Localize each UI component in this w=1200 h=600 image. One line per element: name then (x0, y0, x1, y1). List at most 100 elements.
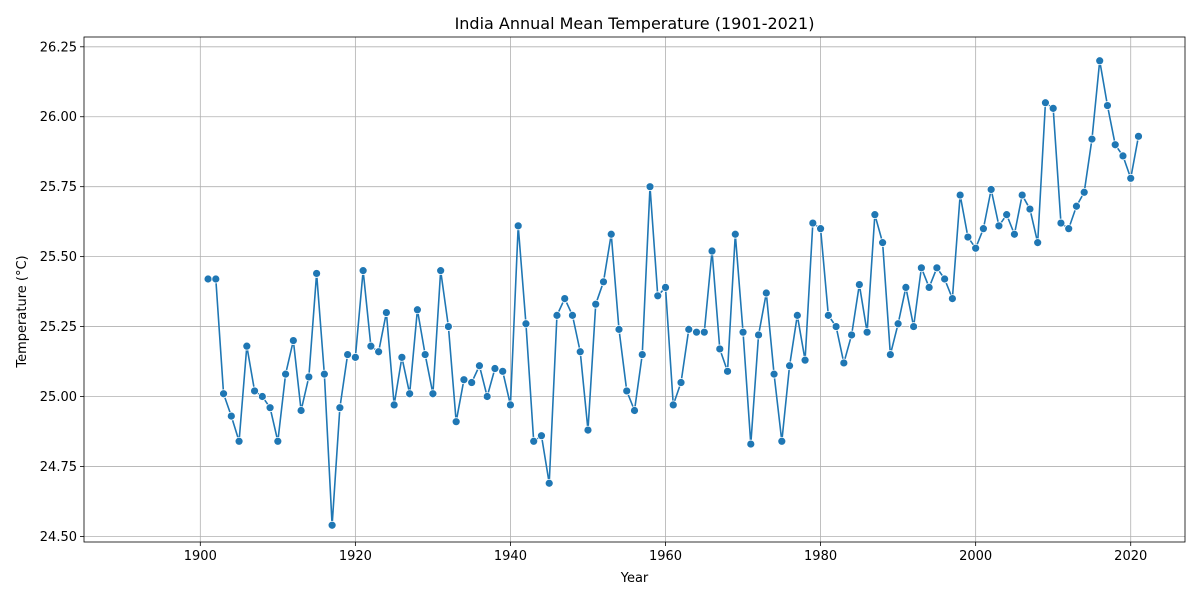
plot-frame (83, 36, 1186, 543)
data-point (1017, 190, 1027, 200)
data-point (761, 288, 771, 298)
data-point (288, 336, 298, 345)
data-point (637, 350, 647, 359)
data-point (490, 364, 500, 373)
data-point (955, 190, 965, 200)
y-tick-label: 26.25 (40, 40, 77, 55)
data-point (777, 436, 787, 446)
data-point (699, 327, 709, 337)
x-axis-title: Year (620, 571, 649, 586)
data-point (1056, 218, 1066, 228)
data-point (575, 347, 585, 357)
data-point (358, 266, 368, 276)
data-point (870, 210, 880, 220)
data-point (312, 269, 322, 278)
data-point (1118, 151, 1128, 161)
data-point (475, 361, 484, 371)
data-point (397, 352, 407, 362)
data-point (878, 238, 888, 248)
data-point (1072, 201, 1081, 211)
y-tick-label: 25.00 (40, 390, 77, 405)
data-point (521, 319, 531, 329)
data-point (420, 350, 430, 359)
data-point (1095, 56, 1105, 66)
data-point (405, 389, 415, 399)
data-point (940, 274, 950, 284)
data-point (808, 218, 818, 228)
data-point (831, 322, 841, 331)
data-point (707, 246, 717, 256)
y-tick-label: 24.75 (40, 460, 77, 475)
data-point (1103, 101, 1112, 110)
x-tick-label: 1920 (339, 549, 372, 564)
data-point (823, 310, 833, 320)
series-temperature (203, 56, 1143, 530)
data-point (839, 358, 849, 368)
x-axis: 1900 1920 1940 1960 1980 2000 2020 (184, 542, 1147, 564)
data-point (979, 224, 988, 234)
data-point (614, 324, 624, 334)
data-point (986, 185, 996, 194)
data-point (947, 294, 957, 303)
data-point (451, 417, 461, 427)
data-point (296, 406, 306, 415)
data-point (746, 439, 756, 449)
data-point (242, 341, 252, 351)
data-point (389, 400, 399, 410)
data-point (234, 436, 244, 446)
data-point (219, 389, 228, 399)
data-point (1048, 103, 1058, 113)
data-point (909, 322, 919, 331)
data-point (1025, 204, 1035, 214)
x-tick-label: 1960 (649, 549, 682, 564)
data-point (211, 274, 221, 284)
data-point (506, 400, 515, 410)
data-point (319, 369, 329, 379)
data-point (552, 310, 562, 320)
data-point (250, 386, 259, 396)
data-point (381, 308, 391, 317)
data-point (684, 324, 694, 334)
x-tick-label: 2000 (959, 549, 992, 564)
data-point (1079, 187, 1089, 197)
data-point (854, 280, 864, 290)
chart-title: India Annual Mean Temperature (1901-2021… (455, 14, 815, 33)
data-point (482, 392, 492, 401)
x-tick-label: 1980 (804, 549, 837, 564)
y-tick-label: 24.50 (40, 530, 77, 545)
data-point (343, 350, 353, 359)
data-point (715, 344, 725, 354)
data-point (994, 221, 1004, 231)
data-point (606, 229, 616, 239)
data-point (971, 243, 981, 253)
data-point (281, 369, 290, 379)
data-point (885, 350, 895, 359)
data-point (630, 406, 639, 415)
data-point (723, 366, 732, 376)
data-point (1134, 131, 1143, 141)
data-point (459, 375, 469, 385)
data-point (467, 378, 477, 387)
data-point (350, 352, 360, 362)
data-point (932, 263, 942, 273)
data-point (862, 327, 872, 337)
data-point (769, 369, 779, 379)
data-point (366, 341, 376, 351)
grid-lines (84, 37, 1185, 542)
data-point (374, 347, 384, 357)
data-point (730, 229, 740, 239)
data-point (1064, 224, 1074, 234)
data-point (591, 299, 601, 309)
y-axis: 24.50 24.75 25.00 25.25 25.50 25.75 26.00 26.25 (40, 40, 84, 545)
data-point (800, 355, 810, 365)
data-point (226, 411, 236, 421)
data-point (622, 386, 632, 396)
data-point (1041, 98, 1050, 108)
data-point (513, 221, 523, 231)
x-tick-label: 1940 (494, 549, 527, 564)
data-point (428, 389, 438, 399)
data-point (560, 294, 570, 303)
data-point (668, 400, 678, 410)
